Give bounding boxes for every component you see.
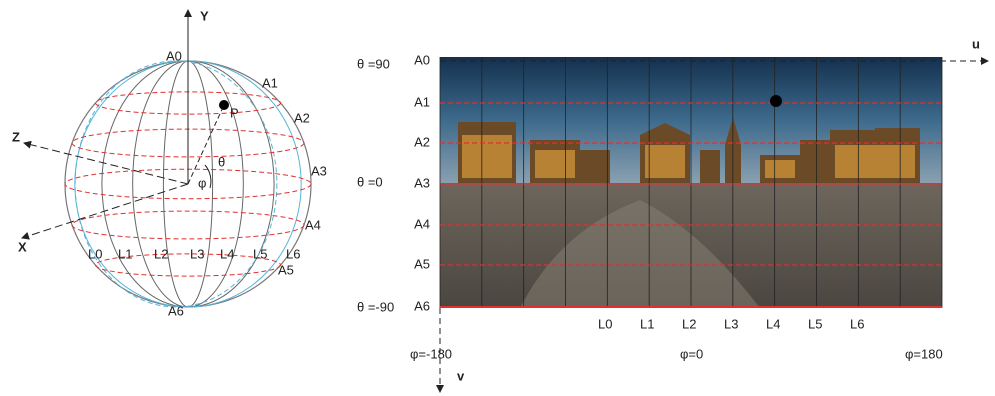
latitude-label: A5 — [278, 262, 294, 277]
latitude-label: A1 — [414, 94, 430, 109]
axis-label: v — [457, 368, 465, 383]
latitude-label: A5 — [414, 256, 430, 271]
axis-label: u — [972, 36, 980, 51]
latitude-label: A0 — [414, 52, 430, 67]
phi-label: φ=180 — [905, 346, 943, 361]
latitude-label: A3 — [311, 163, 327, 178]
longitude-label: L2 — [682, 316, 696, 331]
latitude-label: A2 — [414, 134, 430, 149]
longitude-label: L6 — [850, 316, 864, 331]
point-p — [219, 100, 229, 110]
latitude-label: A1 — [262, 75, 278, 90]
phi-label: φ=-180 — [410, 346, 452, 361]
p-vector — [188, 105, 224, 184]
point-label: P — [230, 105, 239, 120]
latitude-label: A4 — [414, 216, 430, 231]
longitude-label: L0 — [598, 316, 612, 331]
theta-label: θ =90 — [357, 56, 390, 71]
latitude-label: A6 — [414, 298, 430, 313]
phi-label: φ=0 — [680, 346, 703, 361]
latitude-label: A4 — [305, 217, 321, 232]
longitude-label: L6 — [286, 246, 300, 261]
theta-label: θ =0 — [357, 174, 383, 189]
theta-label: θ =-90 — [357, 299, 394, 314]
longitude-label: L1 — [118, 246, 132, 261]
longitude-label: L4 — [766, 316, 780, 331]
axis-label: Y — [200, 8, 209, 23]
longitude-label: L3 — [190, 246, 204, 261]
latitude-label: A0 — [166, 48, 182, 63]
longitude-label: L0 — [88, 246, 102, 261]
phi-label: φ — [198, 175, 206, 190]
latitude-label: A6 — [168, 303, 184, 318]
latitude-label: A3 — [414, 175, 430, 190]
diagram: Y Z X Pθφ A0 A1 A2 A3 A4 A5 A6 L0 L1 L2 L3 L4 L5 L6 A1 A2 A3… — [0, 0, 995, 396]
longitude-label: L2 — [154, 246, 168, 261]
point-p — [770, 95, 782, 107]
longitude-label: L5 — [808, 316, 822, 331]
longitude-label: L1 — [640, 316, 654, 331]
longitude-label: L5 — [253, 246, 267, 261]
axis-label: X — [18, 239, 27, 254]
latitude-label: A2 — [294, 110, 310, 125]
axis-label: Z — [12, 129, 20, 144]
longitude-label: L4 — [220, 246, 234, 261]
longitude-label: L3 — [724, 316, 738, 331]
theta-label: θ — [218, 154, 225, 169]
